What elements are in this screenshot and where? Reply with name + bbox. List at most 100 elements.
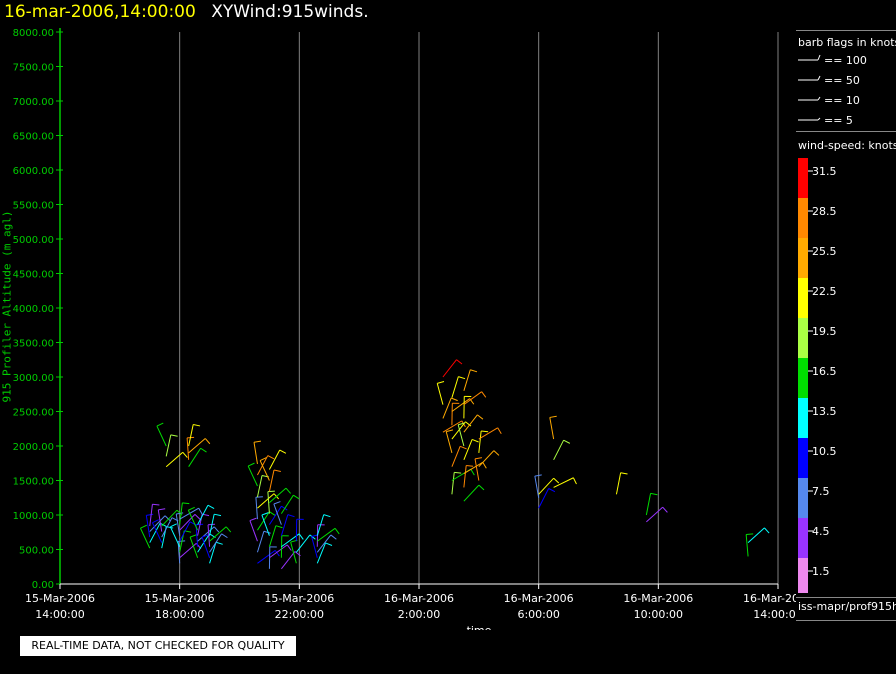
wind-barb bbox=[139, 527, 151, 549]
speed-label: 28.5 bbox=[812, 205, 837, 218]
wind-barb-flag bbox=[152, 503, 160, 506]
wind-barb-flag bbox=[247, 462, 255, 467]
wind-barb-flag bbox=[553, 477, 560, 484]
wind-barb bbox=[445, 431, 453, 454]
wind-barb-flag bbox=[548, 488, 556, 493]
wind-barb-flag bbox=[221, 533, 228, 539]
speed-legend-graphic: 31.5 28.5 25.5 22.5 19.5 16.5 13.5 10.5 7.5 4.5 1.… bbox=[798, 158, 837, 593]
y-tick-label: 5500.00 bbox=[13, 201, 54, 212]
wind-barb-flag bbox=[454, 471, 462, 474]
wind-barb bbox=[442, 397, 452, 419]
flags-legend-title: barb flags in knots bbox=[798, 36, 896, 49]
wind-barb-flag bbox=[287, 514, 295, 518]
y-tick-label: 1500.00 bbox=[13, 477, 54, 488]
wind-barb-flag bbox=[481, 430, 489, 433]
wind-barb bbox=[145, 515, 151, 538]
wind-barb bbox=[316, 527, 336, 542]
wind-barb-flag bbox=[273, 501, 281, 505]
y-tick-label: 4000.00 bbox=[13, 304, 54, 315]
wind-barb-flag bbox=[334, 527, 340, 535]
timestamp-label: 16-mar-2006,14:00:00 bbox=[4, 2, 196, 22]
wind-barb-flag bbox=[309, 534, 316, 540]
wind-barb bbox=[188, 438, 206, 454]
wind-barb bbox=[261, 514, 270, 536]
wind-barb-flag bbox=[267, 455, 275, 460]
wind-barb bbox=[255, 497, 258, 520]
speed-legend-title: wind-speed: knots bbox=[798, 139, 896, 152]
wind-barb bbox=[156, 425, 167, 447]
wind-barb bbox=[209, 533, 222, 553]
wind-barb-flag bbox=[225, 526, 232, 533]
legend-divider bbox=[796, 30, 896, 31]
wind-barb-flag bbox=[325, 542, 333, 546]
wind-barb bbox=[436, 383, 444, 405]
wind-barb bbox=[256, 531, 265, 553]
wind-barb-flag bbox=[534, 474, 542, 477]
wind-barb-flag bbox=[294, 551, 301, 557]
wind-barb bbox=[249, 520, 258, 542]
wind-barb-flag bbox=[458, 376, 466, 380]
wind-barb-flag bbox=[474, 457, 482, 460]
wind-barb bbox=[451, 398, 471, 412]
wind-barb bbox=[165, 434, 172, 457]
wind-barb-flag bbox=[764, 527, 770, 534]
legend-divider bbox=[796, 620, 896, 621]
x-tick-time: 18:00:00 bbox=[155, 608, 204, 621]
x-tick-date: 16-Mar-2006 bbox=[504, 592, 574, 605]
speed-label: 25.5 bbox=[812, 245, 837, 258]
x-tick-date: 15-Mar-2006 bbox=[145, 592, 215, 605]
y-tick-label: 3500.00 bbox=[13, 339, 54, 350]
wind-barb-flag bbox=[497, 427, 502, 435]
flag-sample-tick bbox=[817, 117, 821, 121]
wind-barb bbox=[290, 541, 297, 564]
speed-label: 19.5 bbox=[812, 325, 837, 338]
wind-barb bbox=[553, 439, 565, 461]
y-tick-label: 2000.00 bbox=[13, 442, 54, 453]
y-tick-label: 7000.00 bbox=[13, 97, 54, 108]
wind-barb-flag bbox=[470, 468, 475, 476]
wind-barb-flag bbox=[274, 550, 280, 557]
y-tick-label: 4500.00 bbox=[13, 270, 54, 281]
speed-label: 22.5 bbox=[812, 285, 837, 298]
flag-sample-tick bbox=[817, 96, 821, 101]
wind-barb bbox=[197, 533, 211, 553]
x-tick-time: 2:00:00 bbox=[398, 608, 440, 621]
y-tick-label: 7500.00 bbox=[13, 63, 54, 74]
y-tick-label: 6000.00 bbox=[13, 166, 54, 177]
wind-barb-flag bbox=[170, 523, 177, 528]
wind-barb bbox=[149, 522, 161, 543]
wind-barb bbox=[280, 494, 294, 514]
wind-barb-flag bbox=[493, 450, 500, 456]
wind-barb-flag bbox=[140, 524, 148, 529]
wind-barb-flag bbox=[170, 434, 178, 437]
wind-barb bbox=[179, 502, 183, 525]
x-tick-time: 22:00:00 bbox=[275, 608, 324, 621]
wind-barb-flag bbox=[285, 487, 291, 494]
wind-barb bbox=[549, 417, 555, 440]
wind-barb-flag bbox=[477, 414, 484, 420]
x-tick-date: 15-Mar-2006 bbox=[264, 592, 334, 605]
wind-barb-flag bbox=[193, 423, 201, 427]
wind-barb-flag bbox=[189, 534, 197, 538]
flags-legend-graphic: == 100 == 50 == 10 == 5 bbox=[798, 54, 867, 127]
wind-barb-flag bbox=[152, 519, 159, 524]
legend-divider bbox=[796, 597, 896, 598]
wind-barb bbox=[280, 551, 296, 570]
y-tick-label: 6500.00 bbox=[13, 132, 54, 143]
wind-barb-flag bbox=[465, 421, 472, 427]
y-tick-label: 2500.00 bbox=[13, 408, 54, 419]
wind-barb bbox=[269, 544, 288, 559]
wind-barb-flag bbox=[273, 469, 281, 472]
y-tick-label: 5000.00 bbox=[13, 235, 54, 246]
speed-label: 1.5 bbox=[812, 565, 830, 578]
wind-barb bbox=[463, 461, 483, 475]
wind-barb-flag bbox=[204, 438, 211, 445]
wind-barb bbox=[311, 536, 318, 558]
speed-color-swatch bbox=[798, 398, 808, 438]
speed-color-swatch bbox=[798, 358, 808, 398]
wind-barb bbox=[442, 420, 463, 433]
wind-barb-flag bbox=[269, 511, 276, 516]
wind-barb-flag bbox=[549, 415, 557, 418]
wind-barb bbox=[316, 534, 332, 553]
wind-barb bbox=[165, 451, 184, 468]
